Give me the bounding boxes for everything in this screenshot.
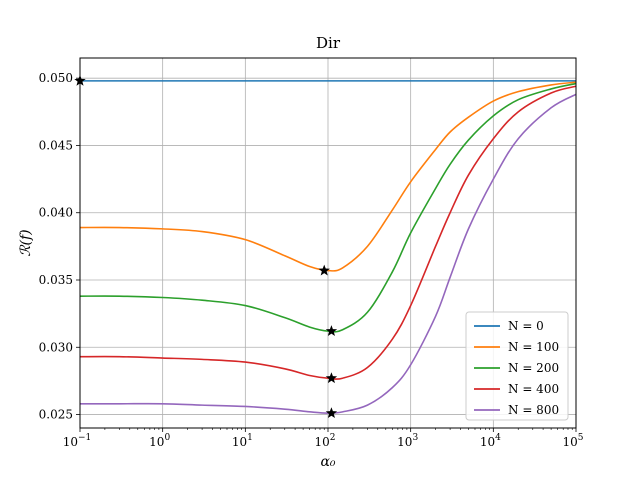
series-line (79, 93, 577, 415)
legend-label: N = 0 (508, 319, 544, 333)
series-line (79, 81, 577, 272)
legend-label: N = 800 (508, 403, 559, 417)
x-tick-label: 105 (562, 433, 583, 449)
y-tick-label: 0.035 (39, 273, 73, 287)
x-tick-label: 102 (314, 433, 335, 449)
x-tick-label: 10−1 (63, 433, 92, 449)
y-tick-label: 0.045 (39, 138, 73, 152)
y-axis-label: ℛ(f) (18, 229, 34, 256)
grid-lines (79, 58, 577, 428)
legend: N = 0 N = 100 N = 200 N = 400 N = 800 (465, 311, 569, 421)
x-axis-label: α₀ (320, 454, 335, 470)
legend-label: N = 200 (508, 361, 559, 375)
legend-label: N = 100 (508, 340, 559, 354)
series-lines (79, 80, 577, 415)
min-star-marker (318, 264, 330, 276)
series-line (79, 82, 577, 333)
min-star-marker (325, 372, 338, 384)
x-tick-label: 100 (149, 433, 170, 449)
axis-ticks: 10−1 100 101 102 103 104 105 0.025 0.030 0.035 0.0… (39, 71, 584, 449)
y-tick-label: 0.025 (39, 408, 73, 422)
min-star-marker (325, 407, 338, 419)
y-tick-label: 0.050 (39, 71, 73, 85)
x-tick-label: 103 (397, 433, 418, 449)
x-tick-label: 104 (480, 433, 501, 449)
y-tick-label: 0.030 (39, 340, 73, 354)
y-tick-label: 0.040 (39, 206, 73, 220)
legend-box (465, 311, 569, 421)
min-star-marker (325, 325, 338, 336)
legend-label: N = 400 (508, 382, 559, 396)
chart-title: Dir (316, 34, 341, 52)
x-tick-label: 101 (232, 433, 253, 449)
series-line (79, 85, 577, 380)
